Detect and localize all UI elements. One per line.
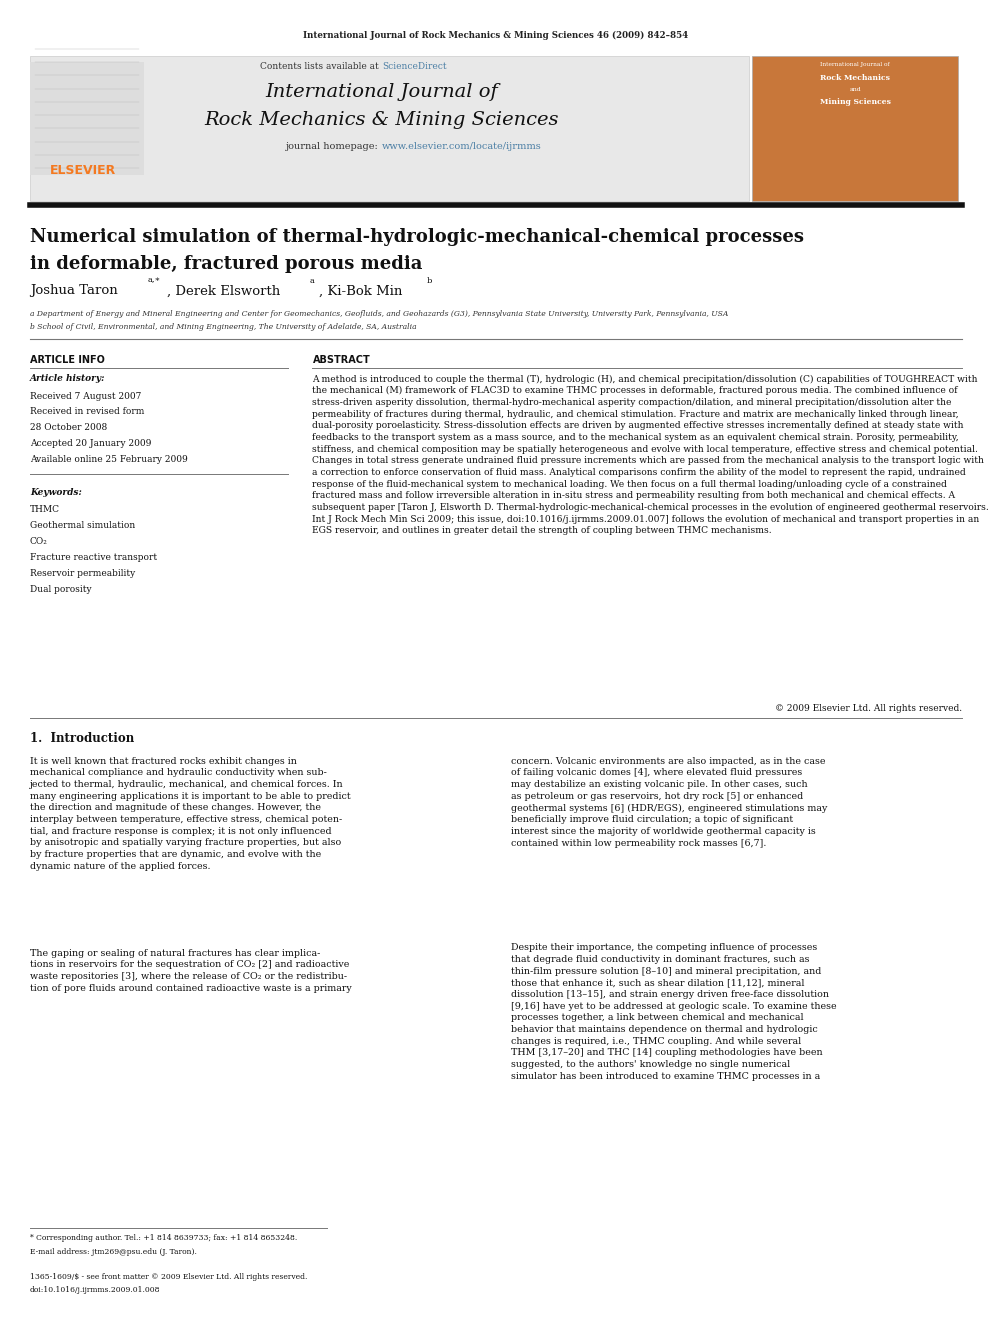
Text: Article history:: Article history: xyxy=(30,374,105,384)
Text: International Journal of: International Journal of xyxy=(266,83,498,102)
Text: journal homepage:: journal homepage: xyxy=(286,142,382,151)
Text: in deformable, fractured porous media: in deformable, fractured porous media xyxy=(30,255,423,274)
Text: International Journal of Rock Mechanics & Mining Sciences 46 (2009) 842–854: International Journal of Rock Mechanics … xyxy=(304,30,688,40)
Text: Numerical simulation of thermal-hydrologic-mechanical-chemical processes: Numerical simulation of thermal-hydrolog… xyxy=(30,228,804,246)
Text: © 2009 Elsevier Ltd. All rights reserved.: © 2009 Elsevier Ltd. All rights reserved… xyxy=(775,704,962,713)
Text: , Derek Elsworth: , Derek Elsworth xyxy=(167,284,280,298)
Text: Received in revised form: Received in revised form xyxy=(30,407,144,417)
Text: Despite their importance, the competing influence of processes
that degrade flui: Despite their importance, the competing … xyxy=(511,943,836,1081)
Text: b: b xyxy=(427,277,432,284)
Text: Reservoir permeability: Reservoir permeability xyxy=(30,569,135,578)
Text: ELSEVIER: ELSEVIER xyxy=(50,164,116,177)
Text: Dual porosity: Dual porosity xyxy=(30,585,91,594)
Text: a Department of Energy and Mineral Engineering and Center for Geomechanics, Geof: a Department of Energy and Mineral Engin… xyxy=(30,310,728,318)
Text: ARTICLE INFO: ARTICLE INFO xyxy=(30,355,104,365)
Text: * Corresponding author. Tel.: +1 814 8639733; fax: +1 814 8653248.: * Corresponding author. Tel.: +1 814 863… xyxy=(30,1234,297,1242)
Text: Rock Mechanics: Rock Mechanics xyxy=(820,74,890,82)
Text: a: a xyxy=(310,277,314,284)
Text: A method is introduced to couple the thermal (T), hydrologic (H), and chemical p: A method is introduced to couple the the… xyxy=(312,374,989,536)
Text: a,∗: a,∗ xyxy=(148,277,161,284)
Text: Mining Sciences: Mining Sciences xyxy=(819,98,891,106)
FancyBboxPatch shape xyxy=(752,56,958,201)
Text: ABSTRACT: ABSTRACT xyxy=(312,355,370,365)
Text: It is well known that fractured rocks exhibit changes in
mechanical compliance a: It is well known that fractured rocks ex… xyxy=(30,757,350,871)
Text: and: and xyxy=(849,87,861,93)
Text: Received 7 August 2007: Received 7 August 2007 xyxy=(30,392,141,401)
FancyBboxPatch shape xyxy=(30,62,144,175)
Text: International Journal of: International Journal of xyxy=(820,62,890,67)
Text: CO₂: CO₂ xyxy=(30,537,48,546)
Text: Keywords:: Keywords: xyxy=(30,488,81,497)
Text: b School of Civil, Environmental, and Mining Engineering, The University of Adel: b School of Civil, Environmental, and Mi… xyxy=(30,323,417,331)
Text: ScienceDirect: ScienceDirect xyxy=(382,62,446,71)
Text: THMC: THMC xyxy=(30,505,60,515)
Text: E-mail address: jtm269@psu.edu (J. Taron).: E-mail address: jtm269@psu.edu (J. Taron… xyxy=(30,1248,196,1256)
Text: 28 October 2008: 28 October 2008 xyxy=(30,423,107,433)
Text: , Ki-Bok Min: , Ki-Bok Min xyxy=(319,284,403,298)
Text: Contents lists available at: Contents lists available at xyxy=(260,62,382,71)
Text: concern. Volcanic environments are also impacted, as in the case
of failing volc: concern. Volcanic environments are also … xyxy=(511,757,827,848)
Text: 1.  Introduction: 1. Introduction xyxy=(30,732,134,745)
Text: Joshua Taron: Joshua Taron xyxy=(30,284,117,298)
Text: Rock Mechanics & Mining Sciences: Rock Mechanics & Mining Sciences xyxy=(204,111,559,130)
Text: Fracture reactive transport: Fracture reactive transport xyxy=(30,553,157,562)
Text: The gaping or sealing of natural fractures has clear implica-
tions in reservoir: The gaping or sealing of natural fractur… xyxy=(30,949,351,992)
Text: Available online 25 February 2009: Available online 25 February 2009 xyxy=(30,455,187,464)
Text: doi:10.1016/j.ijrmms.2009.01.008: doi:10.1016/j.ijrmms.2009.01.008 xyxy=(30,1286,161,1294)
Text: Geothermal simulation: Geothermal simulation xyxy=(30,521,135,531)
FancyBboxPatch shape xyxy=(30,56,749,201)
Text: www.elsevier.com/locate/ijrmms: www.elsevier.com/locate/ijrmms xyxy=(382,142,542,151)
Text: 1365-1609/$ - see front matter © 2009 Elsevier Ltd. All rights reserved.: 1365-1609/$ - see front matter © 2009 El… xyxy=(30,1273,308,1281)
Text: Accepted 20 January 2009: Accepted 20 January 2009 xyxy=(30,439,151,448)
